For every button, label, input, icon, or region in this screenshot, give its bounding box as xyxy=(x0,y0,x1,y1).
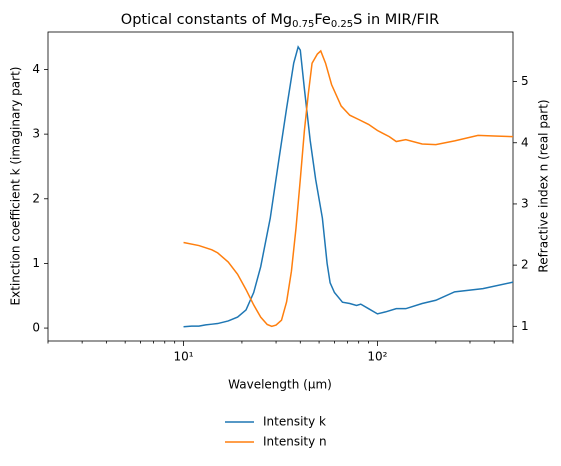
y-tick-label: 1 xyxy=(32,256,40,270)
legend-label: Intensity n xyxy=(263,435,327,449)
y2-tick-label: 2 xyxy=(521,258,529,272)
plot-frame xyxy=(47,31,514,342)
y2-tick-label: 4 xyxy=(521,135,529,149)
y-tick-label: 4 xyxy=(32,62,40,76)
series-line xyxy=(183,49,514,328)
legend-label: Intensity k xyxy=(263,415,326,429)
y2-axis-label: Refractive index n (real part) xyxy=(537,99,551,272)
y-tick-label: 0 xyxy=(32,321,40,335)
y2-tick-label: 5 xyxy=(521,74,529,88)
y2-tick-label: 3 xyxy=(521,196,529,210)
chart-title: Optical constants of Mg0.75Fe0.25S in MI… xyxy=(121,12,439,30)
y-axis-label: Extinction coefficient k (imaginary part… xyxy=(9,67,23,306)
y-tick-label: 2 xyxy=(32,191,40,205)
x-axis-label: Wavelength (μm) xyxy=(228,378,332,392)
x-tick-label: 10¹ xyxy=(173,350,193,364)
y-tick-label: 3 xyxy=(32,127,40,141)
y2-tick-label: 1 xyxy=(521,319,529,333)
x-tick-label: 10² xyxy=(367,350,387,364)
series-line xyxy=(183,45,514,328)
